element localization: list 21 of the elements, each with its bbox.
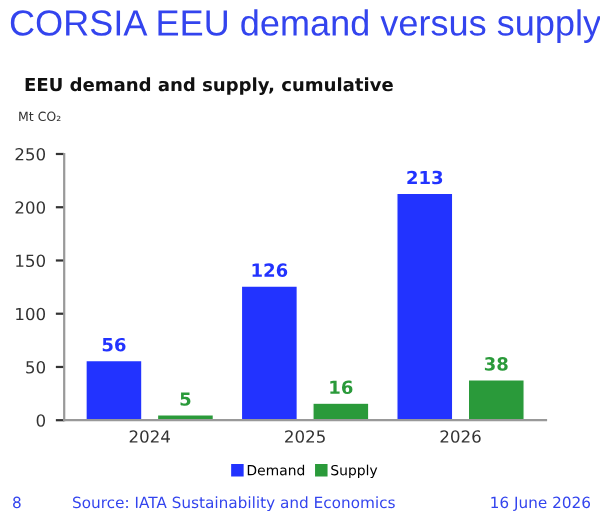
bar: [467, 379, 525, 421]
x-tick-label: 2025: [285, 430, 325, 443]
chart-subtitle: EEU demand and supply, cumulative: [25, 77, 393, 95]
data-label: 38: [484, 357, 508, 371]
bar: [396, 192, 454, 421]
data-label: 56: [102, 337, 126, 352]
y-tick-label: 50: [26, 360, 46, 374]
x-tick-label: 2024: [129, 430, 170, 443]
bar: [312, 402, 370, 421]
y-tick-label: 150: [16, 254, 46, 268]
bar: [240, 285, 299, 421]
x-tick-label: 2026: [440, 430, 481, 443]
y-tick-label: 100: [16, 307, 46, 321]
y-tick-label: 200: [15, 201, 46, 214]
bar: [85, 359, 143, 421]
data-label: 5: [180, 392, 191, 406]
data-label: 126: [252, 263, 288, 277]
data-label: 16: [330, 380, 353, 395]
y-tick-label: 250: [15, 147, 46, 161]
y-tick-label: 0: [36, 414, 46, 427]
data-label: 213: [407, 170, 443, 185]
